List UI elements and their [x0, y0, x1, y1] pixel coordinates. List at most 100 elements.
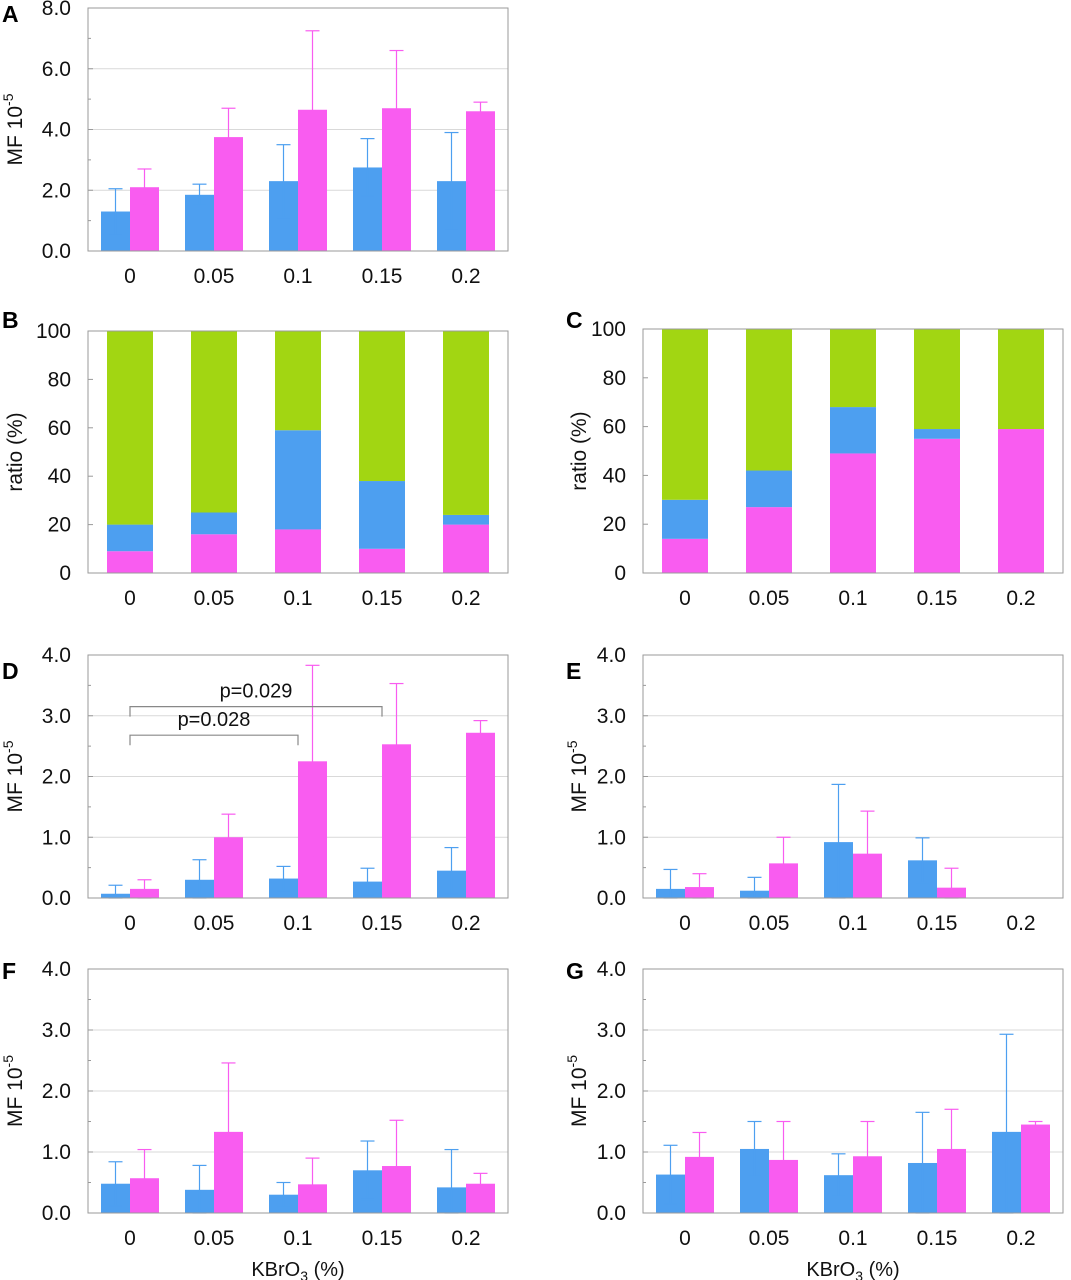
- x-tick-label: 0.2: [451, 587, 480, 610]
- y-tick-label: 2.0: [42, 1080, 71, 1103]
- y-tick-label: 4.0: [42, 958, 71, 981]
- x-tick-label: 0.15: [362, 265, 403, 288]
- y-axis-title-main: ratio (%): [568, 411, 591, 490]
- panel-letter: F: [2, 958, 16, 984]
- y-tick-label: 1.0: [597, 1141, 626, 1164]
- y-tick-label: 0: [614, 562, 626, 585]
- panel-letter: E: [566, 658, 581, 684]
- y-tick-label: 0: [59, 562, 71, 585]
- y-tick-label: 0.0: [42, 240, 71, 263]
- x-tick-label: 0: [679, 587, 691, 610]
- stacked-segment: [359, 331, 405, 482]
- stacked-segment: [914, 438, 960, 573]
- y-tick-label: 2.0: [42, 179, 71, 202]
- x-tick-label: 0.1: [838, 912, 867, 935]
- x-tick-label: 0.1: [283, 1227, 312, 1250]
- y-axis-title-main: MF 10: [568, 753, 591, 813]
- y-tick-label: 0.0: [597, 1202, 626, 1225]
- x-axis-title-sub: 3: [300, 1268, 308, 1280]
- y-tick-label: 8.0: [42, 0, 71, 20]
- x-tick-label: 0: [124, 1227, 136, 1250]
- x-tick-label: 0: [124, 265, 136, 288]
- y-axis-title-main: MF 10: [568, 1067, 591, 1127]
- x-tick-label: 0.1: [283, 587, 312, 610]
- stacked-segment: [914, 329, 960, 430]
- y-tick-label: 2.0: [42, 766, 71, 789]
- x-tick-label: 0.05: [749, 1227, 790, 1250]
- x-tick-label: 0: [124, 912, 136, 935]
- stacked-segment: [830, 407, 876, 454]
- y-axis-title: MF 10-5: [0, 740, 27, 812]
- panel-a: 0.0 2.0 4.0 6.0 8.0 0 0.05 0.1 0.15 0.2 MF 10-5 A: [0, 0, 509, 288]
- panel-c: 0 20 40 60 80 100 0 0.05 0.1 0.15 0.2 ratio (%) C: [566, 307, 1064, 610]
- y-axis-title-sup: -5: [0, 93, 16, 106]
- x-tick-label: 0.1: [283, 912, 312, 935]
- stacked-segment: [746, 329, 792, 471]
- y-tick-label: 20: [48, 514, 71, 537]
- stacked-segment: [275, 430, 321, 530]
- panel-f: 0.0 1.0 2.0 3.0 4.0 0 0.05 0.1 0.15 0.2 KBrO3 (%) M…: [0, 958, 509, 1280]
- x-axis-title: KBrO3 (%): [251, 1259, 344, 1280]
- stacked-segment: [662, 329, 708, 500]
- y-axis-title-main: ratio (%): [4, 412, 27, 491]
- y-tick-label: 2.0: [597, 766, 626, 789]
- x-tick-label: 0.05: [749, 587, 790, 610]
- y-axis-title: MF 10-5: [0, 1055, 27, 1127]
- y-tick-label: 60: [48, 417, 71, 440]
- y-axis-title: MF 10-5: [0, 93, 27, 165]
- stacked-segment: [662, 499, 708, 539]
- x-axis-title-sub: 3: [855, 1268, 863, 1280]
- y-tick-label: 3.0: [42, 705, 71, 728]
- significance-bracket: [129, 734, 299, 746]
- x-tick-label: 0.1: [838, 587, 867, 610]
- x-tick-label: 0.2: [1006, 1227, 1035, 1250]
- y-axis-title: MF 10-5: [564, 740, 591, 812]
- stacked-segment: [830, 453, 876, 573]
- stacked-segment: [107, 551, 153, 573]
- y-axis-title: ratio (%): [4, 412, 27, 491]
- stacked-segment: [998, 429, 1044, 573]
- stacked-segment: [998, 329, 1044, 430]
- stacked-segment: [359, 548, 405, 573]
- y-axis-title-sup: -5: [0, 1055, 16, 1068]
- x-tick-label: 0.2: [451, 265, 480, 288]
- stacked-segment: [443, 524, 489, 573]
- plot-frame: [87, 330, 509, 574]
- panel-letter: B: [2, 307, 19, 333]
- p-value-label: p=0.029: [220, 681, 293, 703]
- plot-frame: [642, 328, 1064, 574]
- y-tick-label: 4.0: [42, 644, 71, 667]
- significance-bracket: [129, 706, 383, 717]
- stacked-segment: [275, 331, 321, 431]
- y-tick-label: 40: [603, 464, 626, 487]
- y-tick-label: 4.0: [597, 644, 626, 667]
- y-tick-label: 20: [603, 513, 626, 536]
- x-axis-title-main: KBrO: [251, 1259, 300, 1280]
- x-tick-label: 0.05: [194, 587, 235, 610]
- stacked-segment: [662, 538, 708, 573]
- x-axis-title-suffix: (%): [308, 1259, 345, 1280]
- panel-b: 0 20 40 60 80 100 0 0.05 0.1 0.15 0.2 ratio (%) B: [2, 307, 509, 610]
- y-tick-label: 100: [591, 318, 626, 341]
- y-tick-label: 1.0: [42, 1141, 71, 1164]
- y-axis-title-main: MF 10: [4, 753, 27, 813]
- x-tick-label: 0.2: [1006, 587, 1035, 610]
- x-axis-title-main: KBrO: [806, 1259, 855, 1280]
- x-axis-title-suffix: (%): [863, 1259, 900, 1280]
- y-tick-label: 100: [36, 320, 71, 343]
- y-tick-label: 2.0: [597, 1080, 626, 1103]
- x-tick-label: 0.05: [194, 912, 235, 935]
- x-tick-label: 0.05: [194, 265, 235, 288]
- panel-e: 0.0 1.0 2.0 3.0 4.0 0 0.05 0.1 0.15 0.2 MF 10-5 E: [564, 644, 1064, 935]
- x-tick-label: 0.2: [1006, 912, 1035, 935]
- x-tick-label: 0.15: [362, 587, 403, 610]
- stacked-segment: [275, 529, 321, 573]
- y-axis-title: MF 10-5: [564, 1055, 591, 1127]
- y-tick-label: 1.0: [597, 826, 626, 849]
- y-tick-label: 3.0: [597, 1019, 626, 1042]
- p-value-label: p=0.028: [178, 709, 251, 731]
- y-axis-title-sup: -5: [564, 1055, 580, 1068]
- y-tick-label: 80: [603, 367, 626, 390]
- y-tick-label: 6.0: [42, 58, 71, 81]
- stacked-segment: [191, 331, 237, 513]
